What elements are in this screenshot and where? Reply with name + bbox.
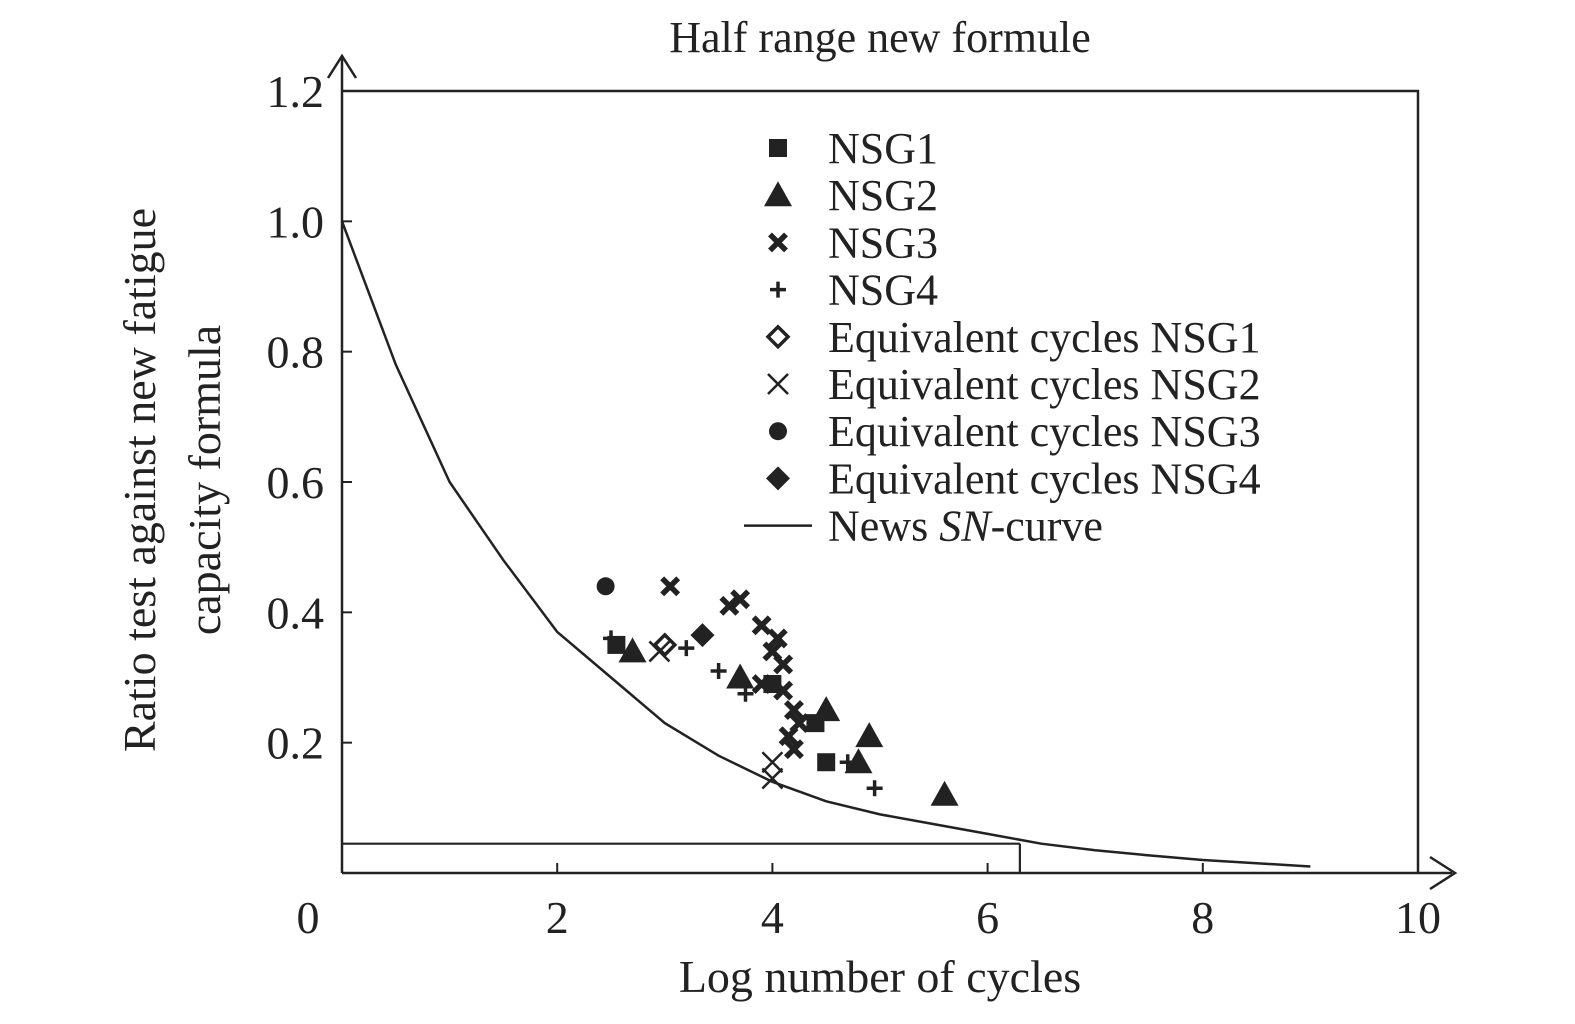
legend-item: NSG4 xyxy=(770,266,938,315)
data-point-x-bold xyxy=(783,739,804,760)
legend-marker xyxy=(766,466,790,491)
y-axis-label-line-1: Ratio test against new fatigue xyxy=(114,208,165,752)
legend-item: NSG2 xyxy=(764,171,938,220)
chart-title: Half range new formule xyxy=(669,13,1090,62)
legend-item: Equivalent cycles NSG2 xyxy=(767,360,1261,409)
x-tick-label: 4 xyxy=(761,892,784,943)
data-point-plus xyxy=(737,685,754,702)
x-axis-arrow xyxy=(1429,855,1458,891)
data-point-triangle xyxy=(726,663,755,689)
legend-marker xyxy=(768,232,788,253)
legend-label: NSG1 xyxy=(828,124,938,173)
legend-label: NSG2 xyxy=(828,171,938,220)
reference-lines xyxy=(342,842,1021,873)
data-point-x-bold xyxy=(767,628,788,649)
data-point-triangle xyxy=(844,748,873,774)
data-point-plus xyxy=(678,640,695,657)
data-point-x-bold xyxy=(730,589,751,610)
legend-label: Equivalent cycles NSG4 xyxy=(828,454,1261,503)
y-axis-label-line-2: capacity formula xyxy=(179,325,230,635)
data-point-x-bold xyxy=(751,615,772,636)
y-tick-label: 0.8 xyxy=(267,327,325,378)
plot-area xyxy=(340,220,1311,868)
x-tick-label: 8 xyxy=(1191,892,1214,943)
data-point-x-bold xyxy=(719,595,740,616)
y-tick-label: 0.4 xyxy=(267,587,325,638)
legend-item: NSG1 xyxy=(769,124,938,173)
legend-item: Equivalent cycles NSG1 xyxy=(765,313,1261,362)
plot-border xyxy=(342,89,1420,873)
x-tick-label: 6 xyxy=(976,892,999,943)
data-point-square xyxy=(817,753,836,772)
y-axis-label: Ratio test against new fatigue capacity … xyxy=(114,208,230,752)
x-axis-label: Log number of cycles xyxy=(679,951,1081,1002)
legend-marker xyxy=(767,373,789,395)
data-point-x-bold xyxy=(751,674,772,694)
data-point-diamond xyxy=(690,623,715,648)
legend-marker xyxy=(769,139,787,157)
legend-item: NSG3 xyxy=(768,218,938,267)
data-point-circle xyxy=(596,577,615,596)
plot-frame xyxy=(326,53,1458,891)
y-axis-arrow xyxy=(326,53,358,79)
legend-marker xyxy=(769,422,787,441)
legend-item: News SN-curve xyxy=(744,502,1103,551)
legend-marker xyxy=(764,181,792,207)
data-point-x-thin xyxy=(648,640,671,663)
legend-label: News SN-curve xyxy=(828,502,1103,551)
sn-curve-line xyxy=(340,220,1311,868)
data-point-plus xyxy=(603,630,619,647)
legend-label: NSG3 xyxy=(828,218,938,267)
data-point-plus xyxy=(866,780,883,797)
data-point-x-thin xyxy=(761,751,784,774)
axis-ticks: 0 2 4 6 8 10 0.2 0.4 0.6 0.8 1.0 1.2 xyxy=(267,66,1442,943)
data-point-triangle xyxy=(930,780,959,806)
data-point-triangle xyxy=(812,696,841,722)
data-point-x-bold xyxy=(773,680,794,701)
y-tick-label: 0.2 xyxy=(267,718,325,769)
y-tick-label: 1.2 xyxy=(267,66,325,117)
legend-label: Equivalent cycles NSG1 xyxy=(828,313,1261,362)
data-point-triangle xyxy=(618,637,647,663)
data-point-x-bold xyxy=(773,654,794,675)
legend-item: Equivalent cycles NSG4 xyxy=(766,454,1261,503)
legend-marker xyxy=(765,324,791,350)
legend-marker xyxy=(770,281,786,298)
x-tick-label: 0 xyxy=(297,892,320,943)
data-point-x-bold xyxy=(783,700,804,721)
legend-label: Equivalent cycles NSG2 xyxy=(828,360,1261,409)
data-point-plus xyxy=(710,662,727,679)
data-point-x-bold xyxy=(778,726,799,747)
legend-item: Equivalent cycles NSG3 xyxy=(769,407,1261,456)
data-point-triangle xyxy=(855,722,884,748)
legend-label: NSG4 xyxy=(828,266,938,315)
x-tick-label: 2 xyxy=(546,892,569,943)
x-tick-label: 10 xyxy=(1395,892,1441,943)
legend-label: Equivalent cycles NSG3 xyxy=(828,407,1261,456)
data-point-x-bold xyxy=(660,576,681,597)
y-tick-label: 0.6 xyxy=(267,457,325,508)
y-tick-label: 1.0 xyxy=(267,196,325,247)
data-point-plus xyxy=(839,754,856,771)
